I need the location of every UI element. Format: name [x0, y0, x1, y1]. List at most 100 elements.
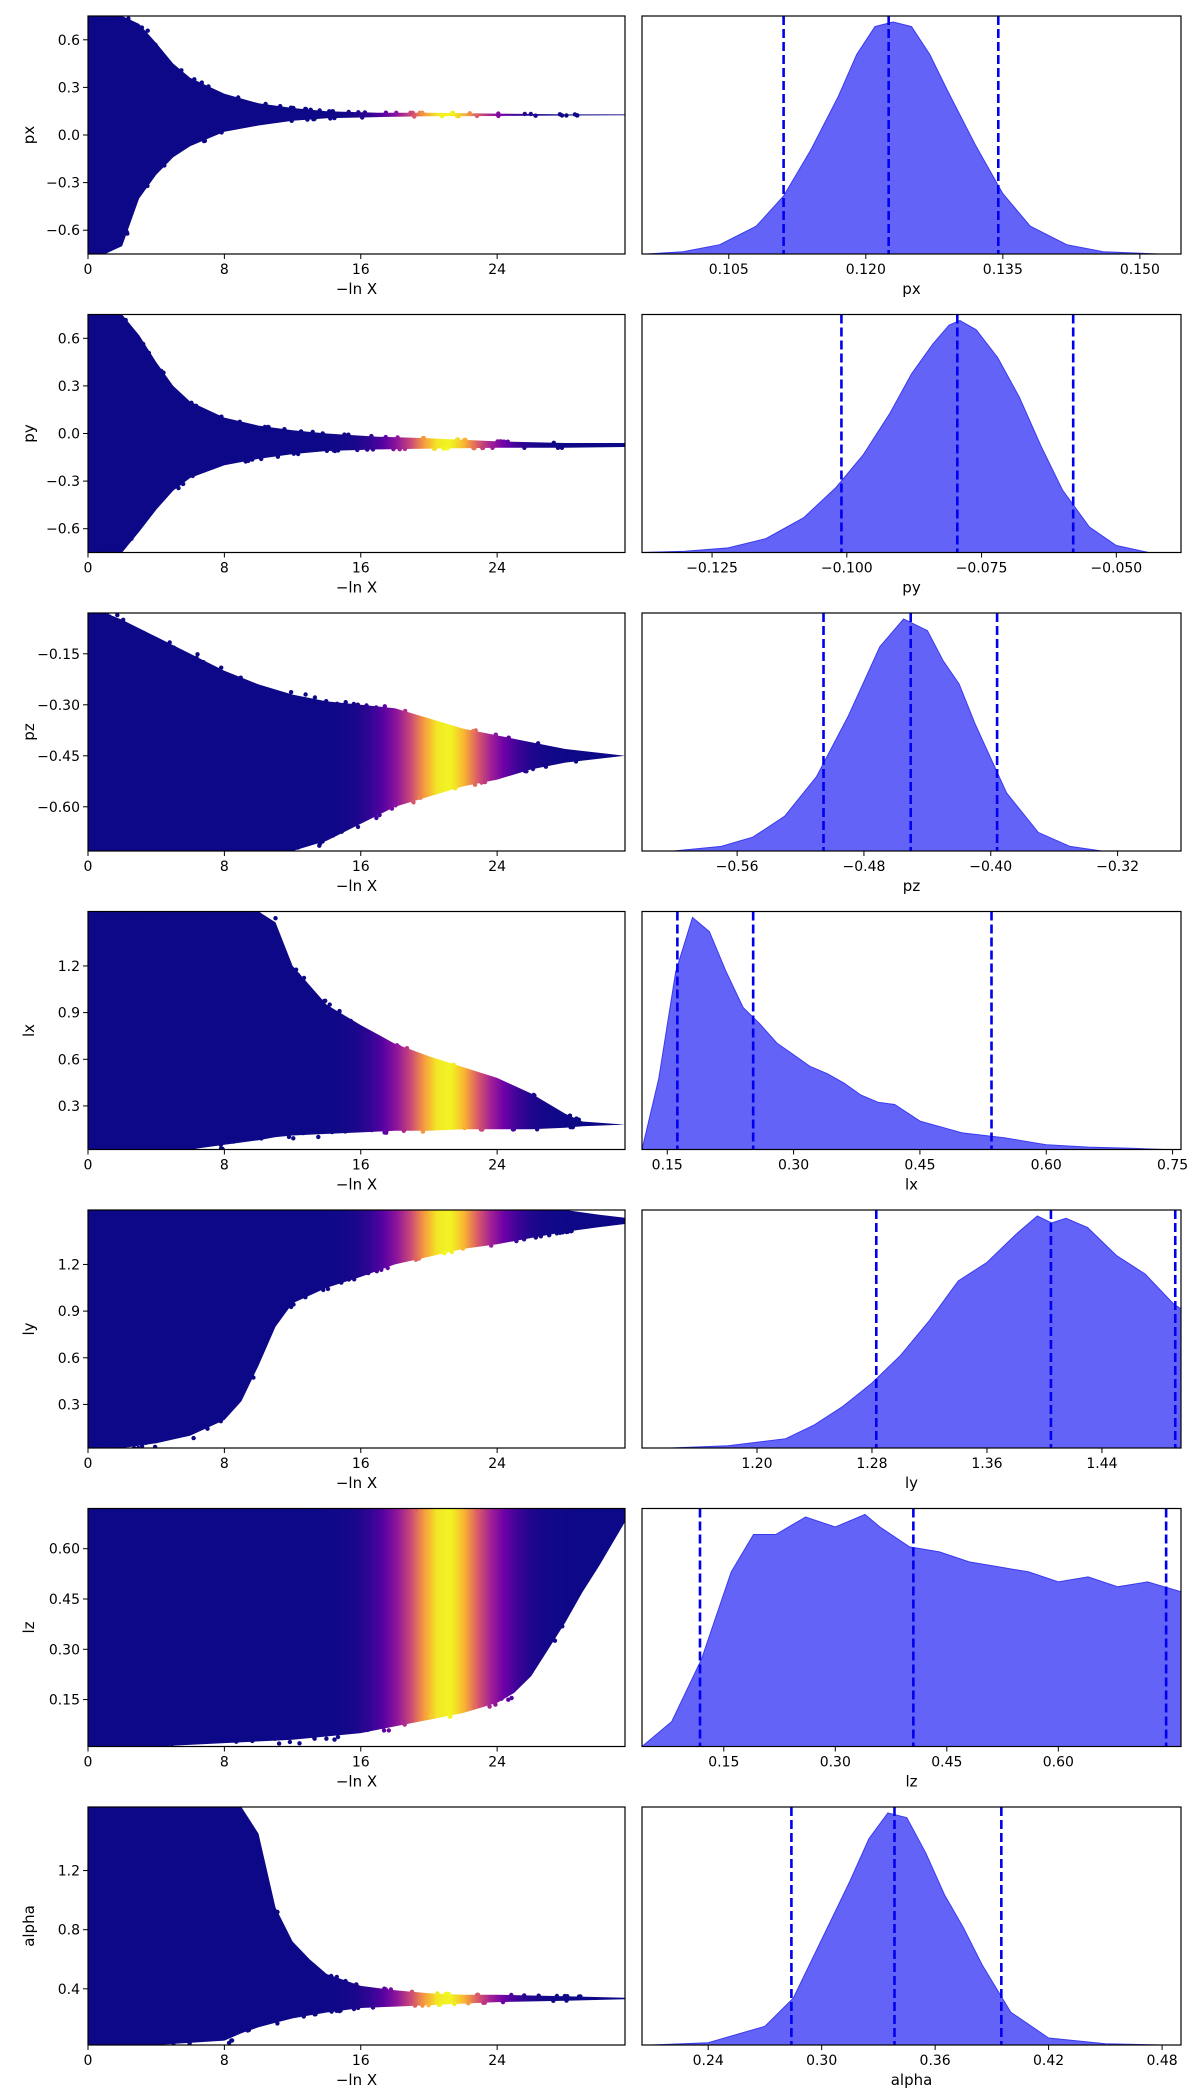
sample-point: [420, 2003, 425, 2008]
sample-point: [194, 655, 199, 661]
sample-point: [162, 163, 167, 168]
x-tick-label: 0.30: [806, 2053, 837, 2069]
sample-point: [462, 1125, 467, 1131]
sample-point: [191, 1509, 196, 1514]
sample-point: [191, 1146, 196, 1150]
x-axis-label: pz: [903, 877, 921, 895]
trace-panel-pz: −0.60 −0.45 −0.30 −0.15 pz 0 8 16 24 −ln X: [20, 612, 626, 895]
sample-point: [291, 105, 296, 111]
sample-point: [282, 427, 287, 432]
sample-point: [420, 1129, 426, 1134]
sample-point: [493, 1702, 498, 1707]
sample-point: [453, 786, 458, 791]
x-tick-label: 24: [488, 262, 506, 278]
sample-point: [379, 1510, 384, 1516]
sample-point: [413, 1257, 419, 1262]
marginal-panel-pz: −0.56 −0.48 −0.40 −0.32 pz: [641, 612, 1182, 895]
sample-point: [192, 77, 197, 82]
axes-frame: [641, 313, 1182, 554]
y-tick-label: −0.6: [46, 522, 80, 538]
sample-point: [312, 1735, 317, 1740]
sample-point: [432, 446, 438, 451]
sample-point: [115, 1807, 120, 1812]
sample-point: [329, 2009, 334, 2014]
sample-point: [220, 1146, 225, 1150]
y-axis-label: lz: [20, 1621, 38, 1633]
x-tick-label: 16: [352, 1755, 370, 1771]
sample-point: [301, 2014, 306, 2019]
sample-point: [369, 1127, 374, 1133]
sample-point: [440, 114, 445, 119]
sample-point: [471, 729, 476, 734]
marginal-density-pz: [673, 618, 1102, 851]
sample-point: [573, 759, 579, 764]
sample-point: [250, 457, 255, 462]
sample-point: [237, 1210, 242, 1216]
sample-point: [303, 692, 308, 697]
y-tick-label: 0.9: [58, 1006, 80, 1022]
sample-point: [346, 109, 351, 115]
sample-point: [145, 183, 150, 189]
x-axis-label: lz: [905, 1773, 917, 1791]
sample-point: [324, 448, 330, 453]
sample-point: [289, 118, 294, 124]
sample-point: [438, 2002, 443, 2007]
x-axis-label: px: [902, 280, 921, 298]
x-tick-label: 0.30: [820, 1755, 851, 1771]
sample-point: [511, 1127, 517, 1132]
marginal-panel-px: 0.105 0.120 0.135 0.150 px: [641, 15, 1182, 298]
x-tick-label: 0.105: [709, 262, 749, 278]
sample-point: [383, 434, 388, 440]
sample-point: [181, 481, 186, 487]
x-tick-label: 1.20: [741, 1456, 772, 1472]
sample-point: [382, 704, 387, 709]
y-tick-label: 1.2: [58, 1257, 80, 1273]
x-tick-label: 24: [488, 1158, 506, 1174]
x-tick-label: 8: [220, 1158, 229, 1174]
sample-point: [530, 766, 536, 772]
sample-point: [146, 350, 152, 356]
sample-point: [521, 1237, 527, 1242]
sample-point: [278, 104, 283, 109]
y-tick-label: 0.9: [58, 1304, 80, 1320]
sample-point: [578, 1994, 583, 1999]
sample-point: [366, 1270, 371, 1276]
sample-point: [452, 2001, 457, 2007]
sample-point: [509, 1992, 514, 1998]
sample-point: [167, 640, 172, 645]
y-tick-label: −0.45: [37, 749, 80, 765]
sample-point: [324, 699, 329, 704]
x-tick-label: −0.050: [1090, 561, 1142, 577]
sample-point: [506, 735, 511, 740]
sample-point: [330, 833, 336, 838]
sample-point: [355, 824, 361, 830]
sample-point: [547, 1233, 552, 1238]
sample-point: [312, 116, 317, 122]
sample-point: [506, 1697, 511, 1702]
sample-point: [236, 95, 241, 100]
y-tick-label: 0.6: [58, 33, 80, 49]
sample-point: [301, 1130, 306, 1136]
sample-point: [291, 1136, 296, 1141]
sample-point: [183, 1508, 188, 1513]
sample-point: [189, 1428, 195, 1433]
sample-point: [275, 1909, 280, 1915]
sample-point: [565, 1229, 570, 1235]
sample-point: [564, 113, 569, 118]
x-axis-label: lx: [905, 1176, 918, 1194]
sample-point: [451, 1062, 456, 1068]
trace-panel-lx: 0.3 0.6 0.9 1.2 lx 0 8 16 24 −ln X: [20, 910, 626, 1194]
sample-point: [238, 675, 243, 680]
sample-point: [402, 1722, 407, 1727]
y-tick-label: 1.2: [58, 959, 80, 975]
sample-point: [191, 1435, 196, 1441]
sample-point: [377, 812, 382, 818]
sample-point: [175, 913, 181, 919]
sample-point: [325, 1286, 331, 1292]
sample-point: [205, 1426, 210, 1431]
sample-point: [334, 701, 340, 706]
marginal-density-py: [642, 319, 1149, 553]
x-tick-label: 0: [84, 859, 93, 875]
y-axis-label: alpha: [20, 1905, 38, 1947]
sample-point: [365, 447, 370, 452]
